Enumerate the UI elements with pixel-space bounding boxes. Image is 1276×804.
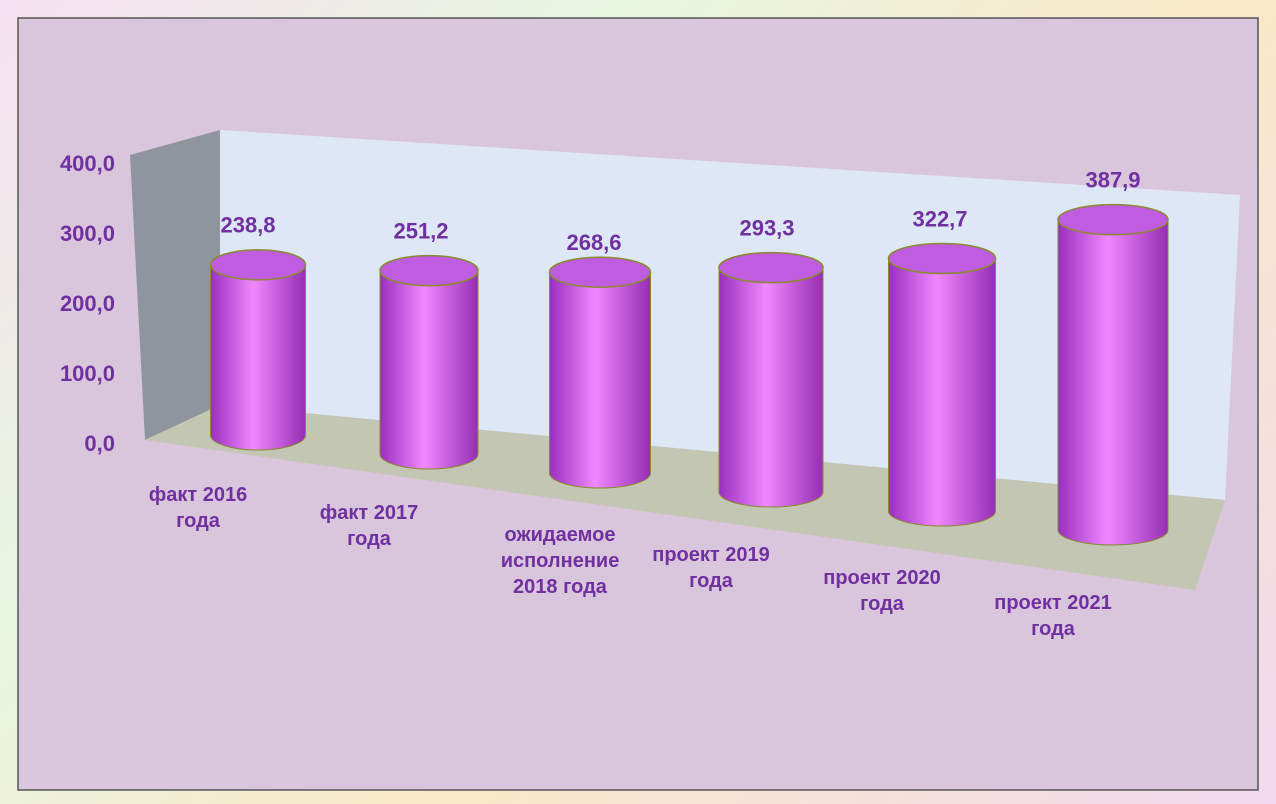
left-wall (130, 130, 220, 440)
value-label: 251,2 (393, 218, 448, 243)
value-label: 387,9 (1085, 167, 1140, 192)
cylinder (549, 271, 651, 489)
x-tick-label: факт 2016 года (148, 484, 248, 532)
cylinder-top (379, 254, 479, 287)
cylinder-top (718, 251, 824, 284)
cylinder (718, 267, 824, 508)
y-tick-label: 400,0 (60, 151, 115, 176)
cylinder-top (548, 256, 652, 288)
cylinder-top (209, 249, 307, 281)
x-tick-label: проект 2021 года (994, 592, 1112, 640)
x-tick-label: проект 2020 года (823, 567, 941, 615)
cylinder (888, 257, 996, 527)
value-label: 238,8 (220, 213, 275, 238)
cylinder (1057, 219, 1169, 546)
x-tick-label: факт 2017 года (319, 502, 419, 550)
value-label: 268,6 (566, 230, 621, 255)
y-tick-label: 100,0 (60, 361, 115, 386)
y-tick-label: 300,0 (60, 221, 115, 246)
value-label: 322,7 (912, 206, 967, 231)
value-label: 293,3 (739, 215, 794, 240)
y-tick-label: 200,0 (60, 291, 115, 316)
x-tick-label: ожидаемое исполнение 2018 года (500, 524, 620, 598)
y-tick-label: 0,0 (84, 431, 115, 456)
cylinder-top (1057, 203, 1169, 236)
cylinder-top (887, 242, 997, 275)
cylinder (210, 264, 306, 451)
cylinder (379, 270, 479, 470)
x-tick-label: проект 2019 года (652, 544, 770, 592)
